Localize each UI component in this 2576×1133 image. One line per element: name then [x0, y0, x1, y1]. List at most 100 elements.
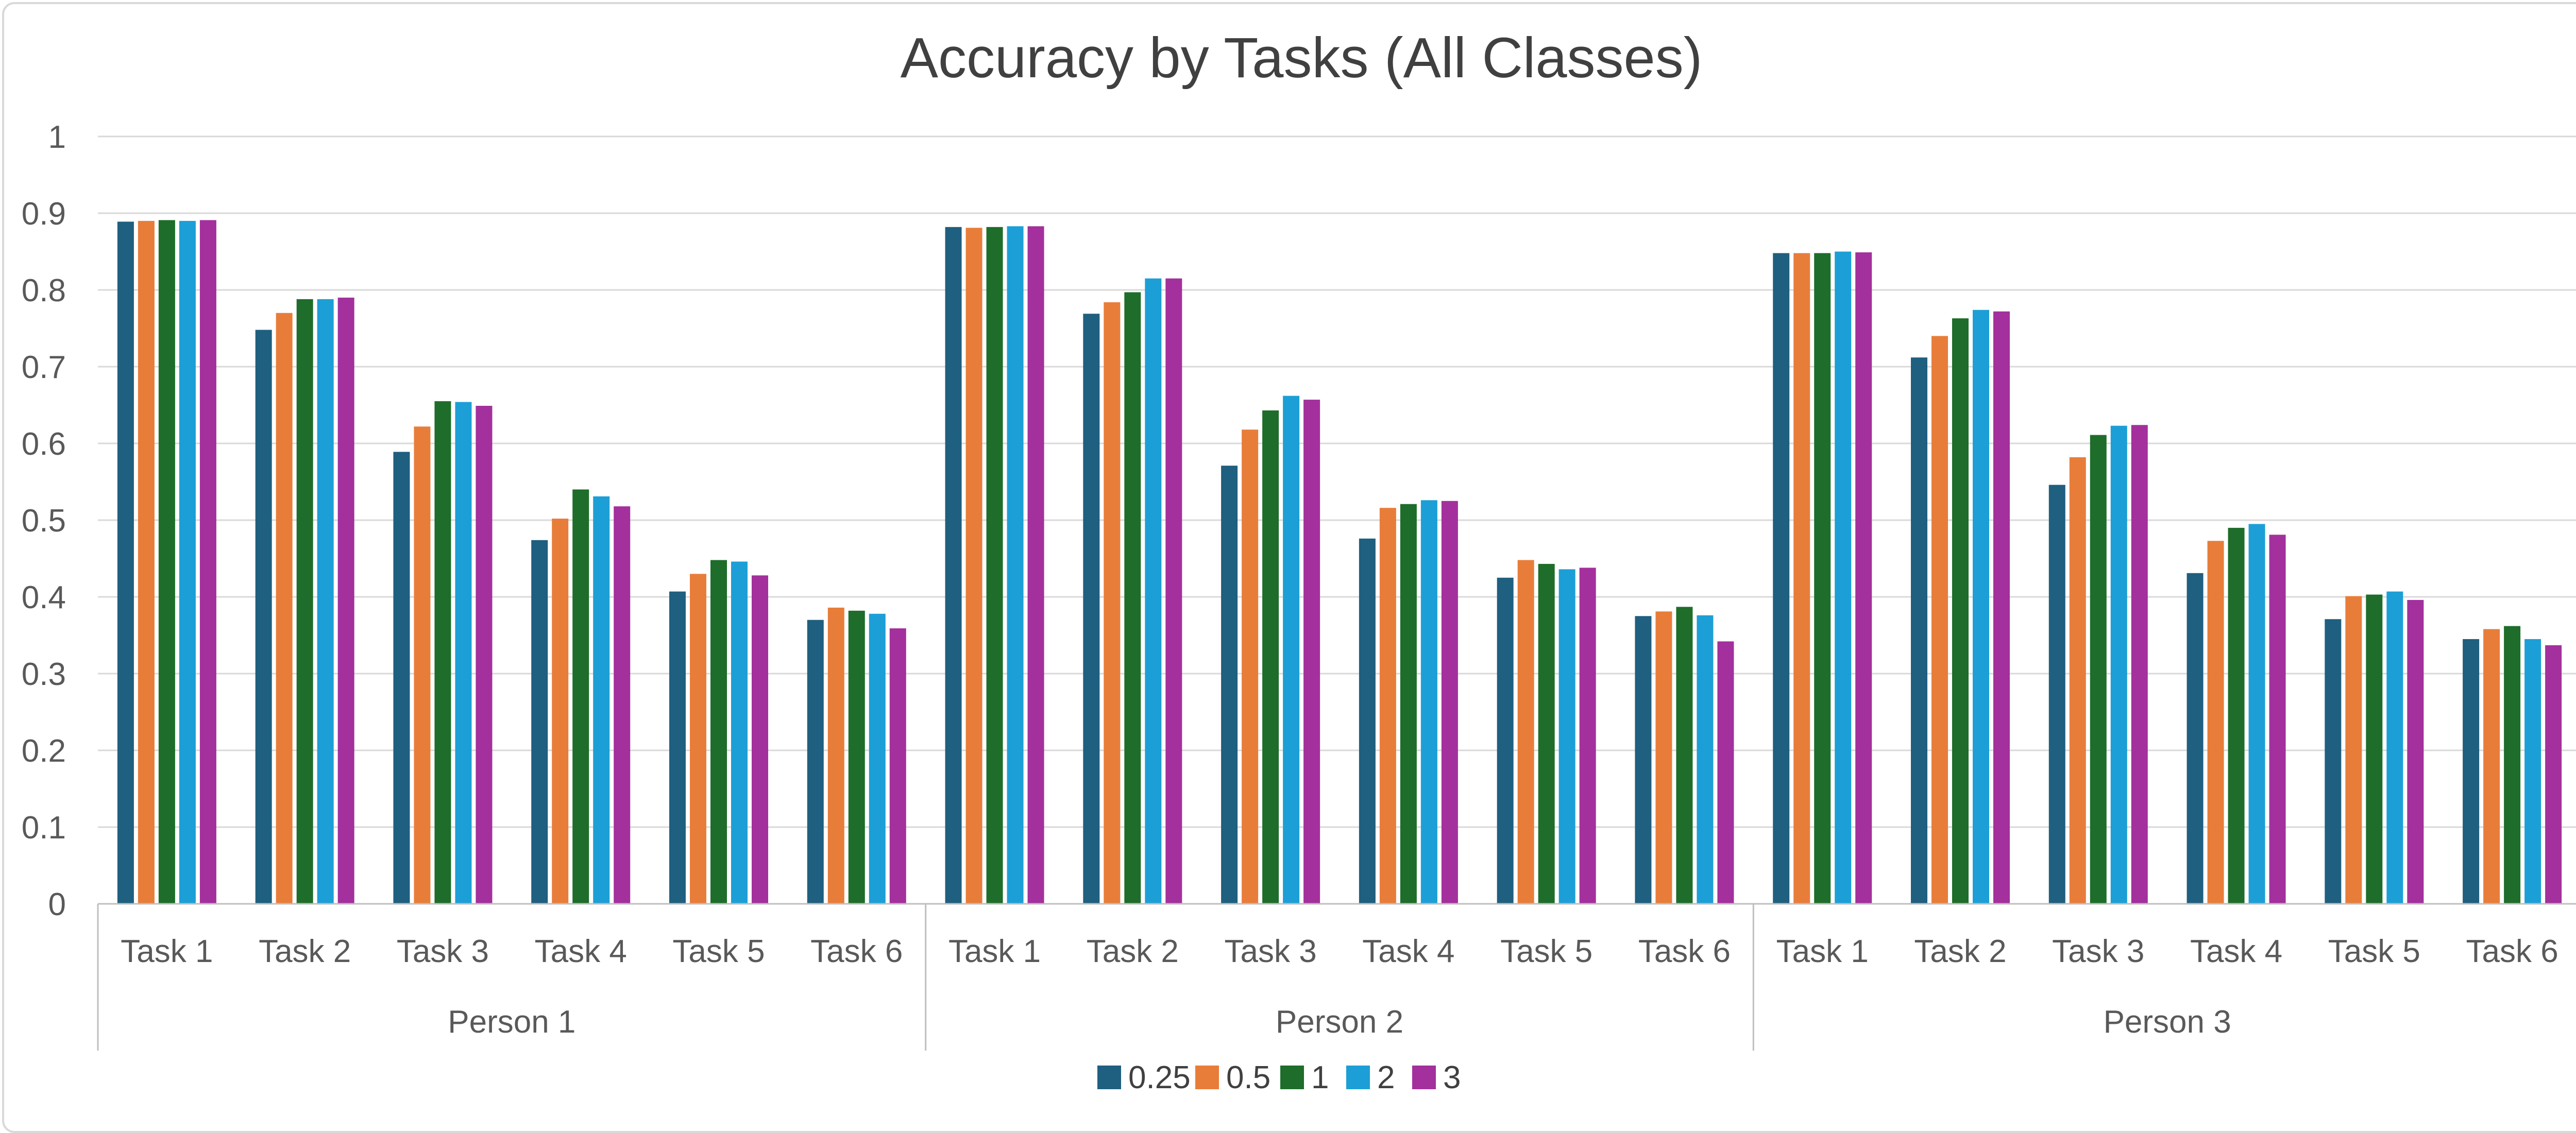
bar: [669, 591, 686, 904]
bar: [1855, 252, 1872, 904]
y-tick-label: 0.2: [22, 733, 66, 769]
bar: [117, 221, 134, 904]
bar: [1793, 253, 1810, 904]
bar: [1007, 226, 1024, 904]
bar: [1952, 318, 1969, 904]
y-tick-label: 0.9: [22, 196, 66, 232]
bar: [1104, 302, 1121, 904]
y-tick-label: 0.6: [22, 426, 66, 462]
chart-title: Accuracy by Tasks (All Classes): [901, 26, 1703, 90]
bar-series: [117, 220, 2562, 904]
group-label: Person 3: [2104, 1004, 2231, 1040]
x-tick-label: Task 5: [1500, 934, 1592, 969]
bar: [1145, 278, 1162, 904]
bar: [1538, 563, 1555, 904]
bar: [1497, 577, 1514, 904]
bar: [1911, 357, 1927, 904]
x-tick-label: Task 5: [672, 934, 765, 969]
bar: [1303, 400, 1320, 904]
bar: [1124, 292, 1141, 904]
bar: [476, 405, 493, 904]
bar: [1814, 253, 1831, 904]
legend-swatch: [1280, 1066, 1304, 1089]
bar: [255, 330, 272, 904]
bar: [1973, 310, 1989, 904]
bar: [2407, 599, 2424, 904]
bar: [731, 561, 748, 904]
bar: [889, 628, 906, 904]
x-tick-label: Task 4: [1362, 934, 1454, 969]
gridlines: [98, 135, 2576, 828]
legend-label: 2: [1377, 1060, 1395, 1095]
bar: [531, 540, 548, 904]
x-axis: Task 1 Task 2 Task 3 Task 4 Task 5 Task 6 Task…: [97, 903, 2576, 1051]
bar: [414, 426, 431, 904]
bar: [2269, 535, 2286, 904]
legend-swatch: [1195, 1066, 1219, 1089]
bar: [1558, 569, 1575, 904]
bar: [1242, 430, 1259, 904]
x-tick-label: Task 3: [2052, 934, 2144, 969]
legend: 0.25 0.5 1 2 3: [1097, 1060, 1461, 1095]
x-tick-label: Task 1: [1776, 934, 1869, 969]
y-tick-label: 0: [48, 887, 66, 922]
bar: [1517, 560, 1534, 904]
bar: [1221, 466, 1238, 904]
bar: [2090, 435, 2107, 904]
bar: [807, 620, 824, 904]
bar: [1773, 253, 1790, 904]
bar: [1676, 607, 1693, 904]
bar: [1635, 616, 1652, 904]
bar: [179, 220, 196, 904]
bar: [552, 519, 569, 904]
bar: [1262, 410, 1279, 904]
bar: [2207, 541, 2224, 904]
bar: [337, 297, 354, 904]
y-tick-label: 0.1: [22, 810, 66, 846]
bar: [276, 313, 293, 904]
legend-label: 1: [1311, 1060, 1329, 1095]
bar: [2386, 591, 2403, 904]
bar: [1717, 641, 1734, 904]
bar: [869, 613, 886, 904]
bar: [2463, 639, 2480, 904]
legend-swatch: [1097, 1066, 1121, 1089]
legend-label: 3: [1443, 1060, 1461, 1095]
bar: [614, 506, 631, 904]
bar: [2131, 425, 2148, 904]
bar: [1083, 314, 1100, 904]
bar: [2248, 524, 2265, 904]
bar: [158, 220, 175, 904]
x-tick-label: Task 6: [2466, 934, 2558, 969]
bar: [2524, 639, 2541, 904]
x-tick-label: Task 3: [397, 934, 489, 969]
bar: [2483, 629, 2500, 904]
bar: [434, 401, 451, 904]
bar: [1441, 501, 1458, 904]
bar: [138, 220, 155, 904]
bar: [986, 227, 1003, 904]
x-tick-label: Task 1: [948, 934, 1041, 969]
bar: [1165, 278, 1182, 904]
bar: [199, 220, 216, 904]
group-label: Person 1: [448, 1004, 575, 1040]
bar: [1283, 396, 1300, 904]
y-tick-label: 0.7: [22, 350, 66, 385]
bar: [2069, 457, 2086, 904]
bar: [2345, 596, 2362, 904]
x-tick-label: Task 5: [2328, 934, 2420, 969]
y-tick-label: 0.8: [22, 273, 66, 308]
x-tick-label: Task 6: [1638, 934, 1731, 969]
y-tick-label: 0.5: [22, 503, 66, 539]
bar: [827, 607, 844, 904]
bar: [1420, 500, 1437, 904]
bar: [2366, 594, 2383, 904]
bar: [455, 402, 472, 904]
x-tick-label: Task 4: [535, 934, 627, 969]
x-tick-label: Task 4: [2190, 934, 2282, 969]
bar: [2187, 573, 2204, 904]
bar: [1931, 336, 1948, 904]
bar: [2048, 485, 2065, 904]
bar: [752, 575, 768, 904]
